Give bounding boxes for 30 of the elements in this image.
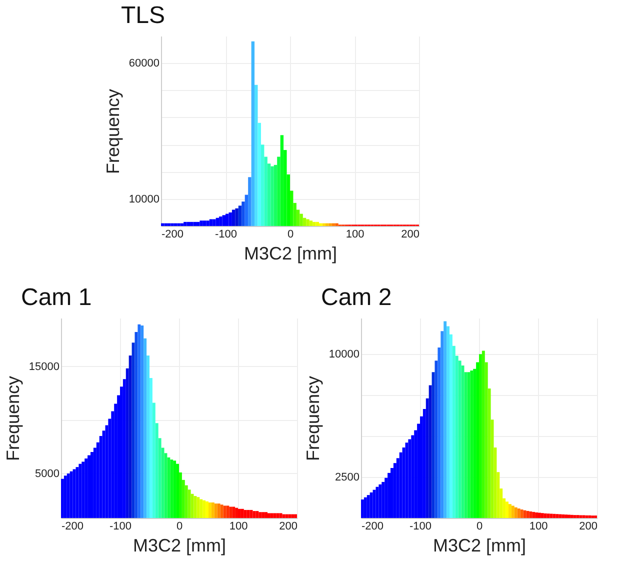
chart-title: TLS [121, 2, 166, 29]
x-tick-label: -100 [109, 520, 132, 532]
x-tick-label: -200 [162, 228, 184, 240]
chart-title: Cam 1 [21, 284, 92, 311]
y-tick-label: 10000 [328, 348, 360, 361]
x-tick-label: 0 [476, 520, 483, 532]
chart-title: Cam 2 [321, 284, 392, 311]
x-axis-title: M3C2 [mm] [244, 244, 338, 264]
x-tick-label: -100 [409, 520, 432, 532]
y-tick-label: 60000 [128, 58, 160, 70]
x-tick-label: 0 [287, 228, 294, 240]
x-tick-label: -200 [62, 520, 84, 532]
y-tick-label: 2500 [335, 472, 360, 484]
y-axis-title: Frequency [302, 376, 323, 462]
x-axis-title: M3C2 [mm] [132, 536, 226, 556]
x-tick-label: 200 [401, 228, 420, 240]
x-tick-label: 100 [346, 228, 364, 240]
x-axis-title: M3C2 [mm] [432, 536, 526, 556]
x-tick-label: -100 [214, 228, 238, 240]
x-tick-label: 0 [176, 520, 183, 532]
y-tick-label: 10000 [128, 193, 160, 206]
y-axis-title: Frequency [2, 376, 23, 462]
x-tick-label: 200 [279, 520, 298, 532]
x-tick-label: 100 [529, 520, 548, 532]
y-tick-label: 15000 [28, 360, 60, 373]
y-axis-title: Frequency [102, 88, 123, 174]
y-tick-label: 5000 [35, 468, 60, 480]
x-tick-label: 100 [229, 520, 248, 532]
x-tick-label: -200 [362, 520, 384, 532]
x-tick-label: 200 [579, 520, 598, 532]
